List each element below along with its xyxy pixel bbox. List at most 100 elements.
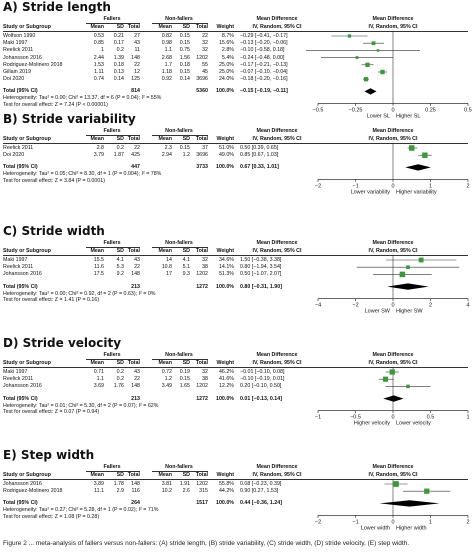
study-col-header: Study or Subgroup bbox=[3, 248, 51, 254]
figure-caption: Figure 2 ... meta-analysis of fallers ve… bbox=[3, 540, 410, 547]
study-name: Reelick 2011 bbox=[3, 376, 34, 383]
fallers-mean: 3.69 bbox=[93, 383, 104, 390]
nonfallers-mean: 2.68 bbox=[161, 54, 172, 61]
forest-plot-svg: −4 −2 0 2 4 Lower SW Higher SW bbox=[315, 256, 470, 315]
nonfallers-mean: 1.2 bbox=[164, 376, 172, 383]
favours-right-label: Lower velocity bbox=[396, 421, 431, 427]
fallers-total: 22 bbox=[134, 61, 140, 68]
weight-total: 100.0% bbox=[216, 88, 234, 95]
study-col-header: Study or Subgroup bbox=[3, 24, 51, 30]
fallers-header-rule bbox=[86, 23, 140, 24]
study-square bbox=[418, 257, 424, 263]
fallers-mean: 0.74 bbox=[93, 76, 104, 83]
nonfallers-sd: 9.3 bbox=[182, 271, 190, 278]
pooled-diamond bbox=[405, 164, 431, 171]
study-name: Maki 1997 bbox=[3, 40, 28, 47]
x-tick-label: 0 bbox=[391, 519, 394, 525]
weight-value: 49.0% bbox=[218, 152, 234, 159]
table-header-rule bbox=[3, 143, 468, 144]
fallers-mean: 1.11 bbox=[94, 69, 104, 75]
panel-title: A) Stride length bbox=[3, 0, 111, 14]
fallers-sd-header: SD bbox=[116, 248, 124, 254]
favours-left-label: Lower SW bbox=[365, 309, 391, 315]
nonfallers-total-sum: 1517 bbox=[196, 500, 208, 507]
x-tick-label: 2 bbox=[466, 519, 469, 525]
favours-right-label: Higher variability bbox=[396, 189, 437, 195]
nonfallers-sd: 0.15 bbox=[179, 145, 190, 151]
nonfallers-mean: 10.8 bbox=[161, 264, 172, 271]
study-square bbox=[365, 62, 370, 67]
overall-effect-text: Test for overall effect: Z = 0.07 (P = 0… bbox=[3, 409, 100, 416]
nonfallers-sd: 2.6 bbox=[182, 488, 190, 495]
fallers-mean: 1 bbox=[101, 47, 104, 54]
nonfallers-sd: 1.2 bbox=[182, 152, 190, 159]
fallers-total-sum: 264 bbox=[131, 500, 140, 507]
nonfallers-sd: 0.14 bbox=[179, 76, 190, 83]
x-tick-label: −1 bbox=[315, 415, 321, 421]
nonfallers-mean-header: Mean bbox=[158, 24, 172, 30]
study-name: Johansson 2016 bbox=[3, 54, 42, 61]
x-tick-label: −2 bbox=[315, 519, 321, 525]
fallers-mean: 3.79 bbox=[93, 152, 104, 159]
nonfallers-total: 315 bbox=[199, 488, 208, 495]
study-square bbox=[389, 369, 395, 375]
nonfallers-header-rule bbox=[152, 135, 208, 136]
favours-right-label: Higher SW bbox=[396, 309, 423, 315]
nonfallers-total: 1202 bbox=[196, 383, 208, 390]
favours-right-label: Higher SL bbox=[396, 113, 420, 119]
table-header-rule bbox=[3, 479, 468, 480]
nonfallers-sd: 1.56 bbox=[179, 54, 190, 61]
nonfallers-total: 37 bbox=[202, 145, 208, 151]
fallers-sd: 0.14 bbox=[113, 76, 124, 83]
md-plot-header: Mean Difference bbox=[372, 464, 414, 470]
x-tick-label: 0 bbox=[391, 303, 394, 309]
fallers-total: 43 bbox=[134, 40, 140, 47]
forest-plot-svg: −2 −1 0 1 2 Lower variability Higher variabili… bbox=[315, 144, 470, 195]
md-header: Mean Difference bbox=[256, 352, 298, 358]
x-tick-label: −1 bbox=[352, 519, 358, 525]
nonfallers-header: Non-fallers bbox=[165, 240, 193, 246]
x-tick-label: 2 bbox=[429, 303, 432, 309]
fallers-sd: 1.78 bbox=[113, 481, 124, 487]
weight-value: 24.0% bbox=[218, 76, 234, 83]
study-name: Doi 2020 bbox=[3, 152, 25, 159]
x-tick-label: 2 bbox=[466, 183, 469, 189]
fallers-sd: 2.9 bbox=[116, 488, 124, 495]
fallers-sd: 0.13 bbox=[113, 69, 124, 75]
x-tick-label: 1 bbox=[466, 415, 469, 421]
fallers-sd-header: SD bbox=[116, 360, 124, 366]
study-name: Rodriguez-Molinero 2018 bbox=[3, 61, 63, 68]
weight-value: 51.0% bbox=[218, 145, 234, 151]
weight-header: Weight bbox=[216, 248, 234, 254]
nonfallers-total: 22 bbox=[202, 33, 208, 39]
nonfallers-mean: 0.98 bbox=[161, 40, 172, 47]
fallers-total: 11 bbox=[134, 47, 141, 54]
fallers-sd: 9.2 bbox=[116, 271, 124, 278]
nonfallers-sd-header: SD bbox=[182, 360, 190, 366]
overall-effect-text: Test for overall effect: Z = 1.41 (P = 0… bbox=[3, 297, 100, 304]
total-label: Total (95% CI) bbox=[3, 88, 38, 95]
nonfallers-total-sum: 3733 bbox=[196, 164, 208, 171]
md-sub-header: IV, Random, 95% CI bbox=[252, 248, 302, 254]
md-plot-sub-header: IV, Random, 95% CI bbox=[368, 136, 418, 142]
md-total-ci: 0.67 [0.33, 1.01] bbox=[240, 164, 279, 171]
nonfallers-total: 3696 bbox=[196, 76, 208, 83]
study-name: Rodriguez-Molinero 2018 bbox=[3, 488, 63, 495]
nonfallers-mean-header: Mean bbox=[158, 472, 172, 478]
fallers-total: 148 bbox=[131, 54, 140, 61]
nonfallers-mean: 3.49 bbox=[161, 383, 172, 390]
panel-title: C) Stride width bbox=[3, 224, 105, 238]
fallers-mean: 2.8 bbox=[96, 145, 104, 151]
md-ci-value: 0.85 [0.67, 1.03] bbox=[240, 152, 279, 159]
nonfallers-total: 55 bbox=[202, 61, 208, 68]
forest-panel-5: E) Step width Fallers Non-fallers Mean Diff… bbox=[0, 448, 474, 558]
study-square bbox=[380, 69, 385, 75]
nonfallers-sd: 0.75 bbox=[179, 47, 190, 54]
weight-value: 41.6% bbox=[218, 376, 234, 383]
weight-total: 100.0% bbox=[216, 395, 234, 402]
fallers-total: 425 bbox=[131, 152, 140, 159]
weight-value: 25.0% bbox=[218, 61, 234, 68]
x-tick-label: 0.25 bbox=[425, 107, 436, 113]
study-square bbox=[424, 488, 430, 494]
fallers-sd: 0.2 bbox=[116, 376, 124, 383]
